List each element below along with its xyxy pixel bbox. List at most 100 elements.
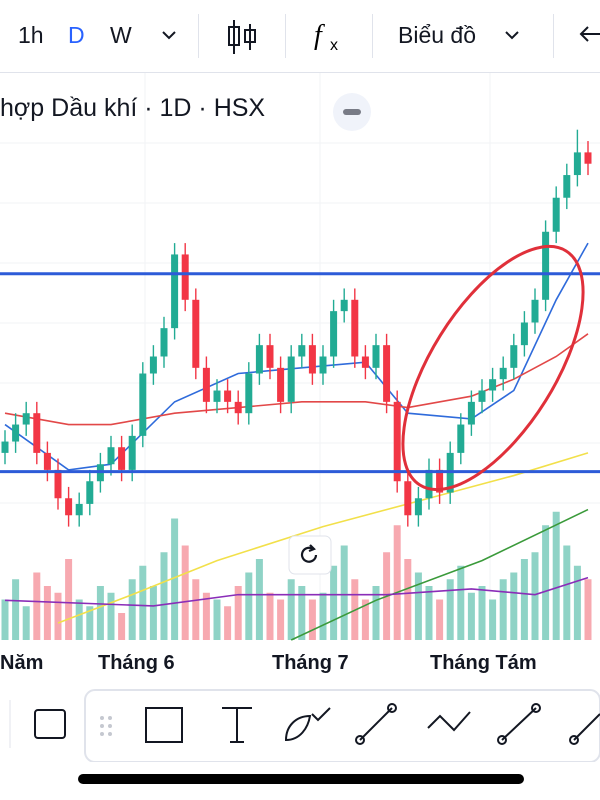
candle-body — [202, 367, 210, 402]
volume-bar — [584, 579, 592, 640]
arrow-tool[interactable] — [359, 707, 393, 741]
candle-body — [414, 498, 422, 516]
candle-icon[interactable] — [226, 18, 258, 56]
chart-menu[interactable]: Biểu đồ — [398, 22, 477, 48]
volume-bar — [192, 579, 200, 640]
volume-bar — [478, 586, 486, 640]
volume-bar — [255, 559, 263, 640]
volume-bar — [118, 613, 126, 640]
candle-body — [372, 345, 380, 368]
collapse-button[interactable] — [332, 92, 372, 132]
volume-bar — [531, 552, 539, 640]
volume-bar — [446, 579, 454, 640]
volume-bar — [12, 579, 20, 640]
interval[interactable]: 1h — [18, 22, 44, 48]
candle-body — [149, 356, 157, 374]
annotation-ellipse — [401, 244, 585, 492]
candle-body — [171, 254, 179, 329]
volume-bar — [149, 586, 157, 640]
volume-bar — [224, 606, 232, 640]
candle-body — [351, 299, 359, 357]
chevron[interactable] — [160, 28, 178, 42]
volume-bar — [54, 592, 62, 640]
volume-bar — [213, 599, 221, 640]
candle-body — [467, 401, 475, 425]
x-label: Năm — [0, 652, 44, 674]
candle-body — [542, 231, 550, 300]
chart-title: hợp Dầu khí · 1D · HSX — [0, 94, 266, 122]
candle-body — [12, 424, 20, 442]
candle-body — [478, 390, 486, 402]
candle-body — [489, 379, 497, 391]
candle-body — [330, 311, 338, 357]
date-range-icon[interactable] — [34, 709, 66, 739]
candle-body — [128, 435, 136, 470]
candle-body — [308, 345, 316, 374]
volume-bar — [107, 592, 115, 640]
rectangle-tool[interactable] — [145, 707, 183, 743]
candle-body — [54, 469, 62, 499]
candle-body — [319, 356, 327, 374]
candle-body — [1, 441, 9, 453]
text-tool[interactable] — [222, 707, 252, 743]
candle-body — [287, 356, 295, 402]
interval[interactable]: W — [110, 22, 132, 48]
reset-button[interactable] — [288, 535, 332, 575]
candle-body — [584, 152, 592, 164]
candle-body — [510, 345, 518, 368]
volume-bar — [86, 606, 94, 640]
volume-bar — [266, 592, 274, 640]
volume-bar — [520, 559, 528, 640]
candle-body — [277, 367, 285, 402]
volume-bar — [202, 592, 210, 640]
candle-body — [213, 390, 221, 402]
x-label: Tháng 6 — [98, 652, 175, 674]
volume-bar — [139, 565, 147, 640]
candle-body — [86, 481, 94, 504]
volume-bar — [542, 525, 550, 640]
volume-bar — [65, 559, 73, 640]
path-tool[interactable] — [427, 711, 471, 732]
svg-text:f: f — [314, 20, 325, 51]
candle-body — [245, 373, 253, 414]
chevron[interactable] — [503, 28, 521, 42]
volume-bar — [361, 599, 369, 640]
volume-bar — [510, 572, 518, 640]
candle-body — [255, 345, 263, 374]
candle-body — [139, 373, 147, 436]
volume-bar — [467, 592, 475, 640]
volume-bar — [96, 586, 104, 640]
volume-bar — [457, 565, 465, 640]
candle-body — [33, 413, 41, 453]
volume-bar — [33, 572, 41, 640]
volume-bar — [308, 599, 316, 640]
brush-tool[interactable] — [284, 707, 331, 742]
moving-average — [4, 242, 589, 471]
moving-average — [57, 452, 589, 624]
volume-bar — [552, 511, 560, 640]
volume-bar — [234, 586, 242, 640]
x-label: Tháng 7 — [272, 652, 349, 674]
volume-bar — [245, 572, 253, 640]
volume-bar — [425, 586, 433, 640]
candle-body — [160, 328, 168, 357]
candle-body — [520, 322, 528, 346]
volume-bar — [414, 572, 422, 640]
candle-body — [43, 452, 51, 470]
separator — [372, 14, 373, 58]
candle-body — [118, 447, 126, 470]
volume-bar — [393, 525, 401, 640]
interval[interactable]: D — [68, 22, 85, 48]
line-tool[interactable] — [501, 707, 537, 741]
back-icon[interactable] — [578, 24, 600, 44]
candle-body — [181, 254, 189, 300]
moving-average — [4, 333, 589, 426]
volume-bar — [340, 545, 348, 640]
volume-bar — [436, 599, 444, 640]
volume-bar — [372, 586, 380, 640]
chart — [0, 73, 600, 641]
volume-bar — [404, 559, 412, 640]
moving-average — [4, 576, 589, 607]
